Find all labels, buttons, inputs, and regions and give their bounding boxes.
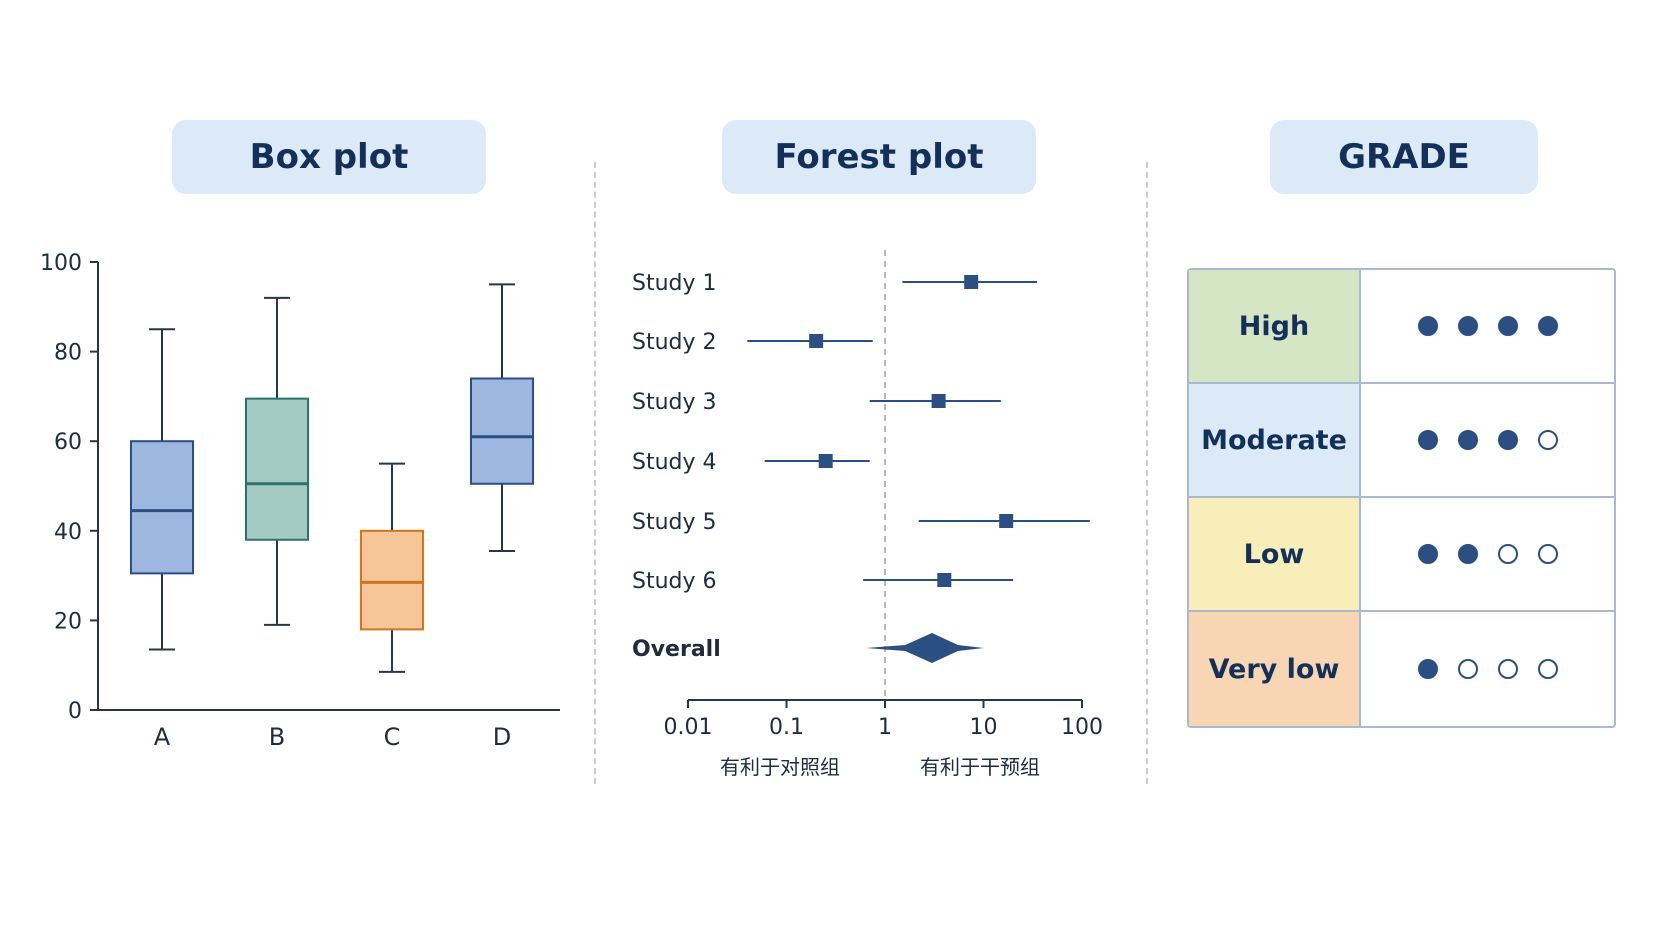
forest-x-tick-label: 0.01 xyxy=(664,715,713,740)
grade-certainty-dots xyxy=(1361,612,1614,726)
grade-level-label: Very low xyxy=(1189,612,1361,726)
box-iqr-A xyxy=(130,440,194,575)
filled-circle-icon xyxy=(1457,430,1478,450)
box-iqr-D xyxy=(470,377,534,485)
forest-overall-label: Overall xyxy=(632,637,721,662)
filled-circle-icon xyxy=(1457,544,1478,564)
grade-title: GRADE xyxy=(1270,120,1538,194)
forest-study-label: Study 5 xyxy=(632,510,717,535)
forest-study-label: Study 4 xyxy=(632,450,717,475)
forest-x-tick-label: 0.1 xyxy=(769,715,804,740)
forest-overall-diamond xyxy=(866,633,984,663)
panel-divider-right xyxy=(1146,162,1148,784)
forest-point-estimate xyxy=(931,394,946,408)
empty-circle-icon xyxy=(1497,659,1518,679)
forest-study-label: Study 1 xyxy=(632,271,717,296)
empty-circle-icon xyxy=(1537,544,1558,564)
filled-circle-icon xyxy=(1497,316,1518,336)
box-y-tick-label: 0 xyxy=(68,699,82,724)
grade-level-label: Low xyxy=(1189,498,1361,612)
forest-x-tick-label: 100 xyxy=(1061,715,1103,740)
box-category-label: B xyxy=(269,723,285,751)
forest-point-estimate xyxy=(809,334,824,348)
filled-circle-icon xyxy=(1457,316,1478,336)
filled-circle-icon xyxy=(1417,544,1438,564)
grade-level-label: High xyxy=(1189,270,1361,384)
filled-circle-icon xyxy=(1417,430,1438,450)
empty-circle-icon xyxy=(1537,430,1558,450)
forest-x-tick-label: 1 xyxy=(878,715,892,740)
forest-x-tick-label: 10 xyxy=(970,715,998,740)
forest-study-label: Study 6 xyxy=(632,569,717,594)
forest-study-label: Study 3 xyxy=(632,390,717,415)
box-category-label: A xyxy=(154,723,171,751)
grade-certainty-dots xyxy=(1361,498,1614,612)
filled-circle-icon xyxy=(1417,659,1438,679)
forest-label-favors-intervention: 有利于干预组 xyxy=(920,755,1040,779)
box-iqr-B xyxy=(245,397,309,541)
panel-divider-left xyxy=(594,162,596,784)
box-plot-title: Box plot xyxy=(172,120,486,194)
empty-circle-icon xyxy=(1497,544,1518,564)
grade-level-label: Moderate xyxy=(1189,384,1361,498)
filled-circle-icon xyxy=(1497,430,1518,450)
forest-plot-title: Forest plot xyxy=(722,120,1036,194)
forest-label-favors-control: 有利于对照组 xyxy=(720,755,840,779)
grade-certainty-dots xyxy=(1361,384,1614,498)
forest-study-label: Study 2 xyxy=(632,330,717,355)
grade-certainty-dots xyxy=(1361,270,1614,384)
box-y-tick-label: 20 xyxy=(54,609,82,634)
forest-point-estimate xyxy=(964,275,979,289)
box-category-label: D xyxy=(493,723,511,751)
forest-point-estimate xyxy=(937,573,952,587)
empty-circle-icon xyxy=(1537,659,1558,679)
box-y-tick-label: 100 xyxy=(40,251,82,276)
empty-circle-icon xyxy=(1457,659,1478,679)
box-y-tick-label: 60 xyxy=(54,430,82,455)
filled-circle-icon xyxy=(1537,316,1558,336)
forest-point-estimate xyxy=(818,454,833,468)
box-y-tick-label: 80 xyxy=(54,341,82,366)
forest-point-estimate xyxy=(999,514,1014,528)
filled-circle-icon xyxy=(1417,316,1438,336)
box-y-tick-label: 40 xyxy=(54,520,82,545)
box-iqr-C xyxy=(360,529,424,631)
grade-table: High Moderate Low Very low xyxy=(1187,268,1616,728)
box-category-label: C xyxy=(384,723,401,751)
